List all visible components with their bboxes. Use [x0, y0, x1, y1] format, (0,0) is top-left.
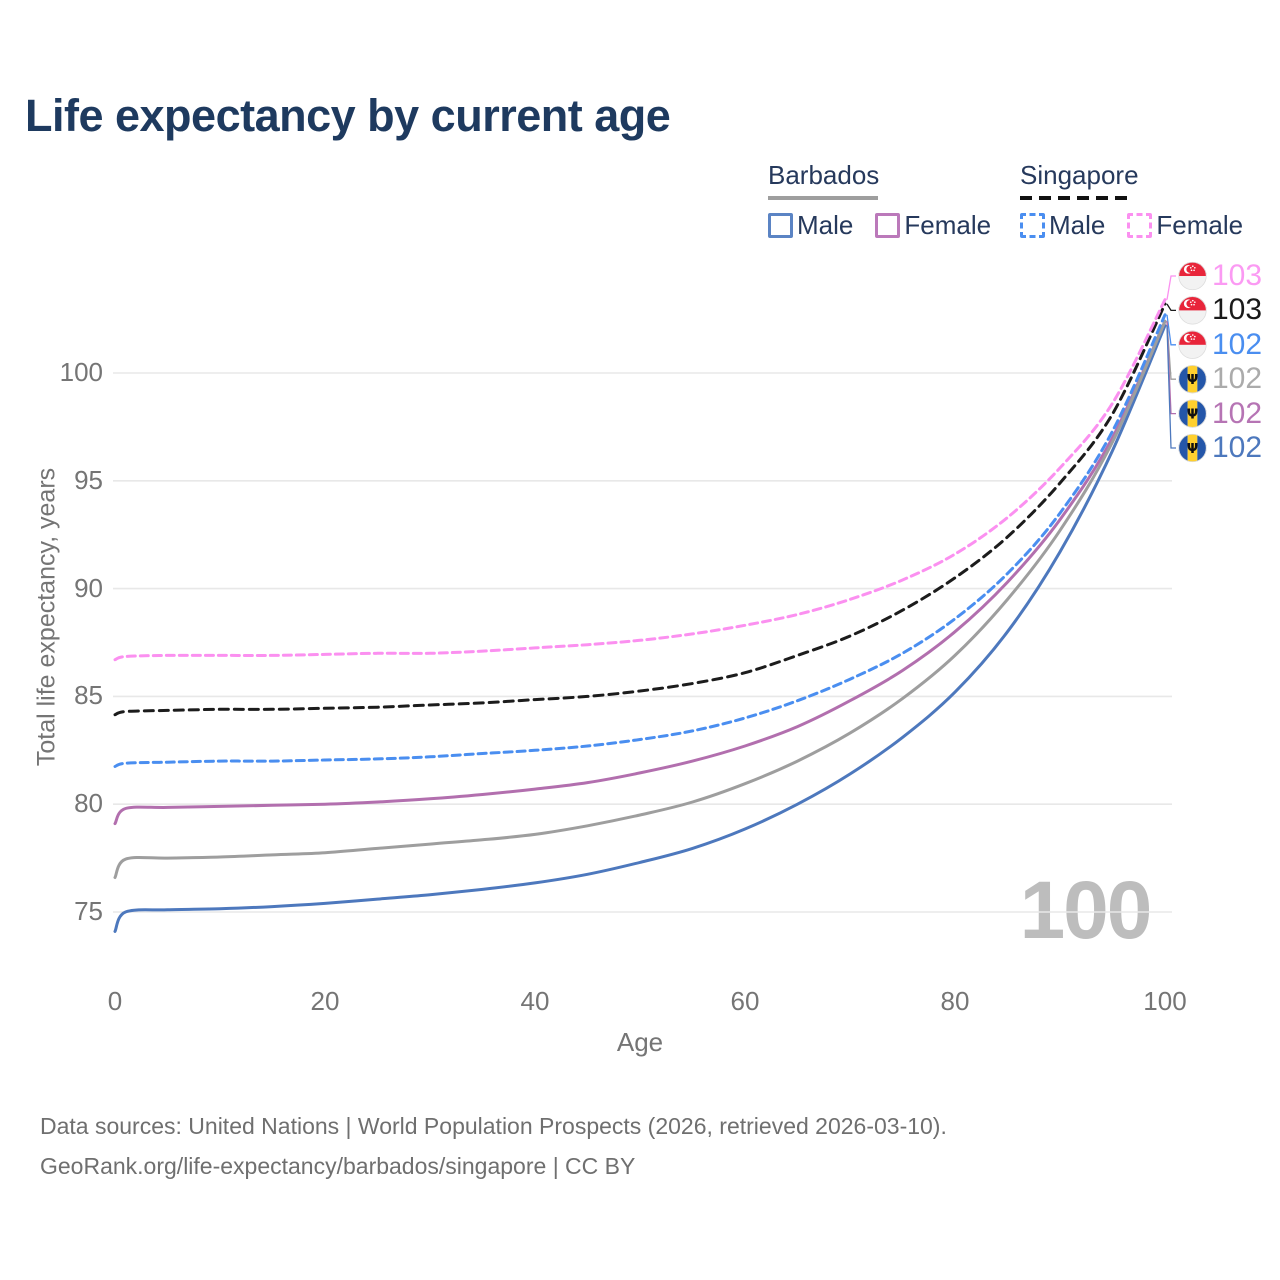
svg-text:Ψ: Ψ	[1187, 406, 1198, 422]
label-leader-line	[1166, 325, 1176, 449]
x-tick-label: 80	[940, 986, 970, 1016]
solid-line-swatch	[768, 196, 878, 200]
checkbox-swatch-barbados-male[interactable]	[768, 213, 793, 238]
checkbox-swatch-singapore-male[interactable]	[1020, 213, 1045, 238]
label-leader-line	[1166, 303, 1176, 312]
chart-title: Life expectancy by current age	[25, 90, 671, 141]
svg-text:Ψ: Ψ	[1187, 441, 1198, 457]
y-tick-label: 80	[74, 788, 103, 819]
dashed-line-swatch	[1020, 196, 1132, 200]
end-value-label-barbados-total: 102	[1212, 362, 1263, 396]
legend-country-label: Singapore	[1020, 160, 1139, 190]
svg-text:Ψ: Ψ	[1187, 372, 1198, 388]
legend-item-label[interactable]: Male	[797, 210, 854, 240]
legend-item-label[interactable]: Female	[904, 210, 992, 240]
series-line-singapore-total	[113, 302, 1167, 717]
legend-country-label: Barbados	[768, 160, 880, 190]
series-line-barbados-male	[113, 324, 1167, 933]
y-tick-label: 95	[74, 464, 103, 495]
data-sources-line: Data sources: United Nations | World Pop…	[40, 1113, 947, 1139]
series-line-singapore-male	[113, 313, 1167, 768]
x-tick-label: 40	[520, 986, 550, 1016]
singapore-flag-icon	[1178, 330, 1207, 359]
end-value-label-singapore-female: 103	[1212, 259, 1263, 292]
label-leader-line	[1166, 275, 1176, 300]
checkbox-swatch-barbados-female[interactable]	[875, 213, 901, 238]
legend-item-label[interactable]: Female	[1156, 210, 1244, 240]
y-tick-label: 85	[74, 680, 103, 711]
y-tick-label: 100	[59, 357, 103, 387]
checkbox-swatch-singapore-female[interactable]	[1127, 213, 1153, 238]
series-line-singapore-female	[113, 298, 1167, 662]
x-tick-label: 0	[107, 986, 123, 1016]
legend-row: Male Female	[768, 210, 1013, 241]
barbados-flag-icon: Ψ	[1178, 399, 1207, 428]
end-value-label-singapore-male: 102	[1212, 327, 1263, 361]
singapore-flag-icon	[1178, 261, 1207, 291]
x-tick-label: 100	[1143, 986, 1187, 1016]
series-line-barbados-female	[113, 319, 1167, 826]
barbados-flag-icon: Ψ	[1178, 433, 1207, 463]
singapore-flag-icon	[1178, 296, 1207, 325]
y-tick-label: 90	[74, 572, 103, 603]
end-value-label-barbados-female: 102	[1212, 396, 1263, 430]
legend-group-singapore: Singapore Male Female	[1020, 160, 1265, 241]
legend-group-barbados: Barbados Male Female	[768, 160, 1013, 241]
legend-row: Male Female	[1020, 210, 1265, 241]
x-tick-label: 60	[730, 986, 760, 1016]
legend-item-label[interactable]: Male	[1049, 210, 1106, 240]
y-tick-label: 75	[74, 896, 103, 926]
georank-url-line: GeoRank.org/life-expectancy/barbados/sin…	[40, 1153, 636, 1179]
age-counter-watermark: 100	[1019, 865, 1153, 956]
label-leader-line	[1166, 314, 1176, 346]
series-line-barbados-total	[113, 319, 1167, 879]
x-axis-title: Age	[616, 1027, 664, 1057]
x-tick-label: 20	[310, 986, 340, 1016]
end-value-label-barbados-male: 102	[1212, 431, 1263, 464]
end-value-label-singapore-total: 103	[1212, 293, 1263, 327]
barbados-flag-icon: Ψ	[1178, 365, 1207, 394]
source-attribution: Data sources: United Nations | World Pop…	[40, 1106, 947, 1186]
